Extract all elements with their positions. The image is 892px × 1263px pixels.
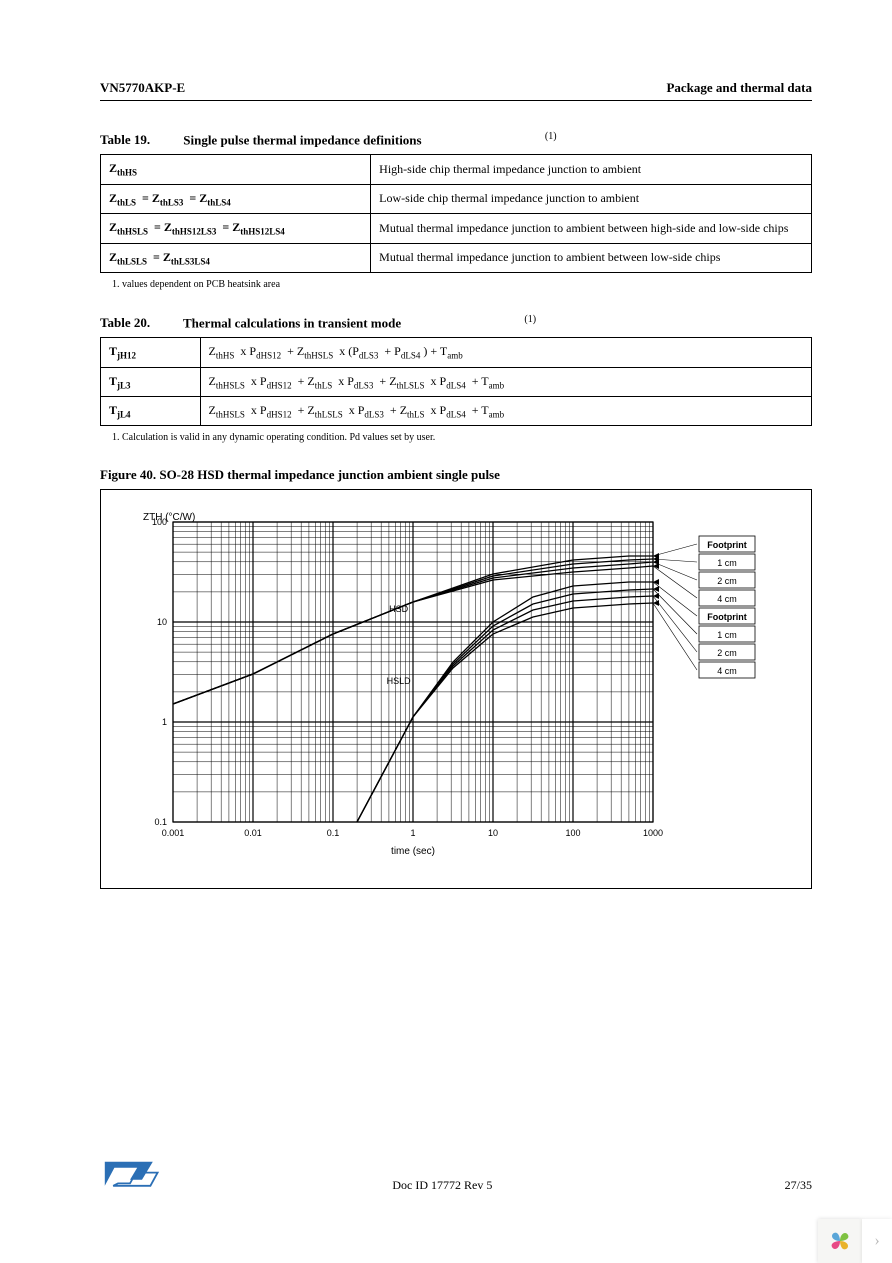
svg-text:4 cm: 4 cm	[717, 666, 737, 676]
svg-text:100: 100	[565, 828, 580, 838]
cell: ZthHSLS x PdHS12 + ZthLSLS x PdLS3 + Zth…	[200, 397, 811, 426]
table20-footnote: 1. Calculation is valid in any dynamic o…	[112, 432, 812, 443]
header-right: Package and thermal data	[666, 80, 812, 96]
svg-text:1 cm: 1 cm	[717, 630, 737, 640]
svg-text:0.1: 0.1	[154, 817, 167, 827]
cell: TjL3	[101, 367, 201, 396]
header-left: VN5770AKP-E	[100, 80, 185, 96]
svg-text:1: 1	[162, 717, 167, 727]
cell: Mutual thermal impedance junction to amb…	[371, 243, 812, 272]
figure40-frame: ZTH (°C/W) 0.001 0.01 0.1 1 10 100 1000 0.1 1 10 10…	[100, 489, 812, 889]
cell: High-side chip thermal impedance junctio…	[371, 155, 812, 184]
cell: ZthLSLS = ZthLS3LS4	[101, 243, 371, 272]
table19-text: Single pulse thermal impedance definitio…	[183, 132, 421, 147]
cell: ZthLS = ZthLS3 = ZthLS4	[101, 184, 371, 213]
svg-text:HSLD: HSLD	[387, 676, 412, 686]
st-logo	[100, 1157, 160, 1193]
svg-text:4 cm: 4 cm	[717, 594, 737, 604]
table20-num: Table 20.	[100, 315, 180, 331]
svg-text:time (sec): time (sec)	[391, 846, 435, 857]
page-footer: Doc ID 17772 Rev 5 27/35	[100, 1157, 812, 1193]
svg-text:Footprint: Footprint	[707, 540, 747, 550]
cell: TjL4	[101, 397, 201, 426]
corner-widget: ›	[818, 1219, 892, 1263]
cell: Low-side chip thermal impedance junction…	[371, 184, 812, 213]
table19-caption: Table 19. Single pulse thermal impedance…	[100, 131, 812, 148]
svg-text:0.01: 0.01	[244, 828, 262, 838]
table20-caption: Table 20. Thermal calculations in transi…	[100, 314, 812, 331]
table19-sup: (1)	[545, 131, 557, 142]
table20: TjH12ZthHS x PdHS12 + ZthHSLS x (PdLS3 +…	[100, 337, 812, 426]
corner-logo-icon[interactable]	[818, 1219, 862, 1263]
svg-text:1 cm: 1 cm	[717, 558, 737, 568]
svg-text:10: 10	[157, 617, 167, 627]
svg-text:ZTH (°C/W): ZTH (°C/W)	[143, 512, 195, 523]
figure40-chart: ZTH (°C/W) 0.001 0.01 0.1 1 10 100 1000 0.1 1 10 10…	[113, 506, 793, 862]
svg-text:100: 100	[152, 517, 167, 527]
table20-sup: (1)	[524, 314, 536, 325]
cell: ZthHSLS = ZthHS12LS3 = ZthHS12LS4	[101, 214, 371, 243]
table19: ZthHSHigh-side chip thermal impedance ju…	[100, 154, 812, 273]
cell: ZthHS	[101, 155, 371, 184]
cell: Mutual thermal impedance junction to amb…	[371, 214, 812, 243]
svg-text:HSD: HSD	[389, 604, 409, 614]
table-row: TjL4ZthHSLS x PdHS12 + ZthLSLS x PdLS3 +…	[101, 397, 812, 426]
svg-text:1: 1	[410, 828, 415, 838]
svg-text:2 cm: 2 cm	[717, 576, 737, 586]
svg-text:2 cm: 2 cm	[717, 648, 737, 658]
svg-text:1000: 1000	[643, 828, 663, 838]
corner-next-button[interactable]: ›	[862, 1219, 892, 1263]
table-row: ZthLS = ZthLS3 = ZthLS4Low-side chip the…	[101, 184, 812, 213]
cell: ZthHSLS x PdHS12 + ZthLS x PdLS3 + ZthLS…	[200, 367, 811, 396]
table-row: ZthLSLS = ZthLS3LS4Mutual thermal impeda…	[101, 243, 812, 272]
table19-footnote: 1. values dependent on PCB heatsink area	[112, 279, 812, 290]
svg-text:0.1: 0.1	[327, 828, 340, 838]
footer-doc-id: Doc ID 17772 Rev 5	[392, 1178, 492, 1193]
table-row: ZthHSHigh-side chip thermal impedance ju…	[101, 155, 812, 184]
table19-num: Table 19.	[100, 132, 180, 148]
table-row: TjL3ZthHSLS x PdHS12 + ZthLS x PdLS3 + Z…	[101, 367, 812, 396]
svg-text:0.001: 0.001	[162, 828, 185, 838]
figure40-caption: Figure 40. SO-28 HSD thermal impedance j…	[100, 467, 812, 483]
table-row: ZthHSLS = ZthHS12LS3 = ZthHS12LS4Mutual …	[101, 214, 812, 243]
cell: TjH12	[101, 338, 201, 367]
table-row: TjH12ZthHS x PdHS12 + ZthHSLS x (PdLS3 +…	[101, 338, 812, 367]
table20-text: Thermal calculations in transient mode	[183, 315, 401, 330]
cell: ZthHS x PdHS12 + ZthHSLS x (PdLS3 + PdLS…	[200, 338, 811, 367]
svg-text:Footprint: Footprint	[707, 612, 747, 622]
footer-page-num: 27/35	[785, 1178, 812, 1193]
header-rule	[100, 100, 812, 101]
svg-text:10: 10	[488, 828, 498, 838]
